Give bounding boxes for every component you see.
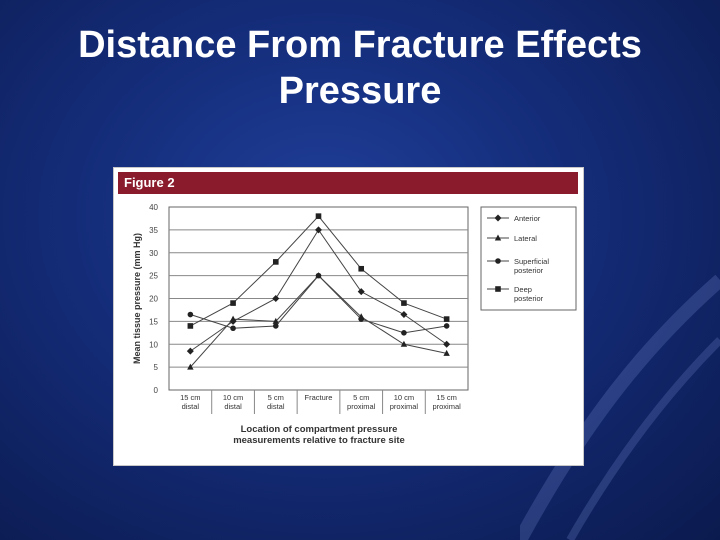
y-tick-label: 30: [149, 249, 158, 258]
y-tick-label: 0: [154, 386, 159, 395]
data-point-lateral: [443, 349, 450, 356]
x-tick-label: distal: [267, 402, 285, 411]
x-tick-label: proximal: [347, 402, 376, 411]
data-point-superficial-posterior: [401, 330, 407, 336]
legend-entry: Lateral: [514, 234, 537, 243]
x-tick-label: distal: [182, 402, 200, 411]
legend-marker: [494, 214, 502, 222]
y-tick-label: 25: [149, 272, 158, 281]
data-point-deep-posterior: [401, 300, 407, 306]
data-point-anterior: [315, 226, 322, 234]
background-swoosh-decoration: [520, 274, 720, 540]
y-tick-label: 5: [154, 363, 159, 372]
data-point-anterior: [357, 288, 365, 296]
y-tick-label: 35: [149, 226, 158, 235]
data-point-anterior: [272, 295, 280, 302]
slide-title-line-1: Distance From Fracture Effects: [78, 24, 642, 66]
x-tick-label: Fracture: [305, 393, 333, 402]
y-tick-label: 15: [149, 317, 158, 326]
x-tick-label: 15 cm: [180, 393, 200, 402]
data-point-anterior: [443, 340, 451, 348]
data-point-lateral: [229, 315, 237, 322]
data-point-deep-posterior: [443, 316, 450, 322]
x-tick-label: distal: [224, 402, 242, 411]
x-tick-label: 5 cm: [268, 393, 284, 402]
data-point-superficial-posterior: [272, 323, 279, 329]
legend-marker: [495, 286, 501, 292]
x-tick-label: 10 cm: [394, 393, 414, 402]
legend-entry: Deep: [514, 285, 532, 294]
data-point-deep-posterior: [315, 213, 322, 219]
data-point-anterior: [186, 347, 194, 355]
data-point-superficial-posterior: [443, 323, 450, 329]
x-axis-label: measurements relative to fracture site: [233, 435, 405, 446]
legend-entry: posterior: [514, 294, 544, 303]
data-point-deep-posterior: [358, 265, 365, 272]
y-axis-label: Mean tissue pressure (mm Hg): [132, 233, 142, 364]
figure-header: Figure 2: [118, 172, 578, 194]
y-tick-label: 10: [149, 340, 158, 349]
slide-title-line-2: Pressure: [278, 70, 442, 112]
data-point-lateral: [400, 340, 408, 347]
legend-marker: [494, 234, 502, 241]
x-tick-label: proximal: [390, 402, 419, 411]
legend-entry: Superficial: [514, 257, 549, 266]
legend-entry: posterior: [514, 266, 544, 275]
legend-entry: Anterior: [514, 214, 541, 223]
data-point-deep-posterior: [272, 259, 279, 265]
x-tick-label: proximal: [432, 402, 461, 411]
legend-marker: [495, 258, 501, 264]
x-tick-label: 15 cm: [436, 393, 456, 402]
y-tick-label: 40: [149, 203, 158, 212]
figure-panel: Figure 2 0 5 10 15 20 25 30 35 40 15 cm distal 10 c…: [113, 167, 584, 466]
data-point-superficial-posterior: [358, 316, 365, 322]
data-point-lateral: [272, 317, 279, 324]
data-point-superficial-posterior: [230, 325, 236, 332]
x-tick-label: 10 cm: [223, 393, 243, 402]
y-tick-label: 20: [149, 295, 158, 304]
series-line: [190, 228, 447, 352]
data-point-deep-posterior: [187, 323, 194, 329]
data-point-lateral: [187, 363, 194, 370]
data-point-superficial-posterior: [315, 272, 322, 279]
data-point-deep-posterior: [230, 300, 236, 306]
slide-title: Distance From Fracture Effects Pressure: [0, 22, 720, 114]
data-point-anterior: [400, 311, 408, 319]
x-tick-label: 5 cm: [353, 393, 369, 402]
x-axis-label: Location of compartment pressure: [241, 424, 398, 435]
data-point-superficial-posterior: [187, 311, 194, 318]
